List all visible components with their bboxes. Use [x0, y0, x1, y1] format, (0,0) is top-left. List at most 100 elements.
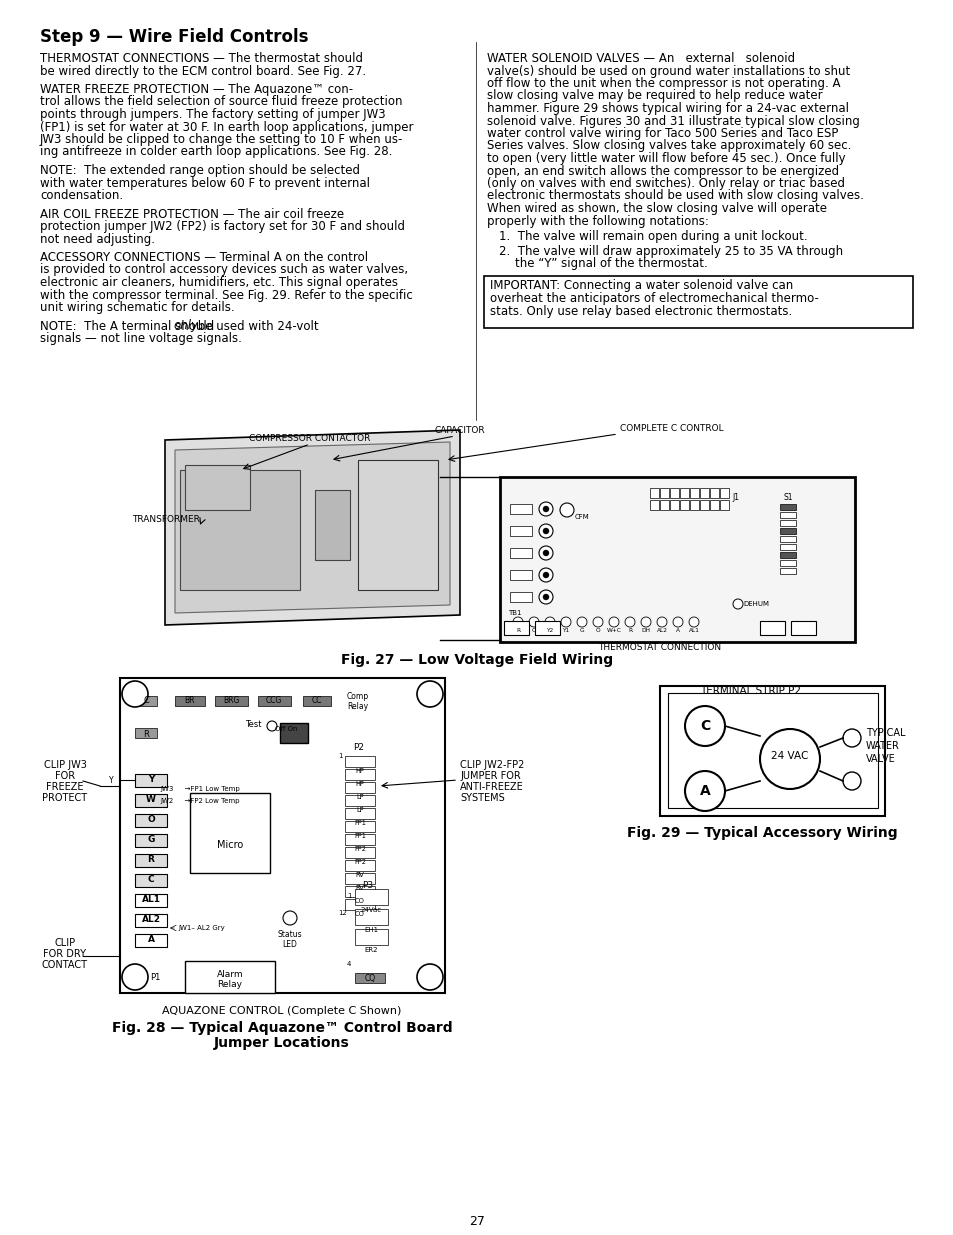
Text: TB1: TB1 [507, 610, 521, 616]
Bar [345, 899, 375, 910]
Text: TERMINAL STRIP P2: TERMINAL STRIP P2 [700, 685, 801, 697]
Bar [135, 794, 167, 806]
Text: DH: DH [640, 629, 650, 634]
Bar [345, 769, 375, 781]
Bar [345, 834, 375, 845]
Text: Alarm
Relay: Alarm Relay [216, 969, 243, 989]
Circle shape [560, 618, 571, 627]
Bar [345, 808, 375, 819]
Circle shape [608, 618, 618, 627]
Bar [180, 471, 299, 590]
Text: protection jumper JW2 (FP2) is factory set for 30 F and should: protection jumper JW2 (FP2) is factory s… [40, 220, 405, 233]
Bar [780, 536, 795, 542]
Circle shape [538, 501, 553, 516]
Polygon shape [165, 430, 459, 625]
Bar [535, 621, 559, 635]
Text: water control valve wiring for Taco 500 Series and Taco ESP: water control valve wiring for Taco 500 … [486, 127, 838, 140]
Bar [120, 678, 444, 993]
Text: Comp
Relay: Comp Relay [347, 692, 369, 711]
Bar [499, 477, 854, 642]
Circle shape [122, 965, 148, 990]
Text: solenoid valve. Figures 30 and 31 illustrate typical slow closing: solenoid valve. Figures 30 and 31 illust… [486, 115, 859, 127]
Text: S1: S1 [783, 493, 793, 501]
Text: TYPICAL: TYPICAL [865, 727, 904, 739]
Text: properly with the following notations:: properly with the following notations: [486, 215, 708, 227]
Bar [135, 834, 167, 847]
Bar [700, 500, 708, 510]
Bar [135, 934, 167, 947]
Circle shape [267, 721, 276, 731]
Text: AQUAZONE CONTROL (Complete C Shown): AQUAZONE CONTROL (Complete C Shown) [162, 1007, 401, 1016]
Text: C: C [532, 629, 536, 634]
Circle shape [559, 503, 574, 517]
Text: ing antifreeze in colder earth loop applications. See Fig. 28.: ing antifreeze in colder earth loop appl… [40, 146, 392, 158]
Text: 27: 27 [469, 1215, 484, 1228]
Bar [135, 814, 167, 827]
Text: CQ: CQ [364, 974, 375, 983]
Text: condensation.: condensation. [40, 189, 123, 203]
Text: When wired as shown, the slow closing valve will operate: When wired as shown, the slow closing va… [486, 203, 826, 215]
Text: only: only [173, 320, 198, 332]
Text: PROTECT: PROTECT [42, 793, 88, 803]
Text: WATER: WATER [865, 741, 899, 751]
Text: BR: BR [185, 697, 195, 705]
Text: Fig. 28 — Typical Aquazone™ Control Board: Fig. 28 — Typical Aquazone™ Control Boar… [112, 1021, 452, 1035]
Text: CO: CO [355, 898, 365, 904]
Text: (only on valves with end switches). Only relay or triac based: (only on valves with end switches). Only… [486, 177, 844, 190]
Bar [483, 275, 912, 327]
Bar [510, 571, 532, 580]
Bar [345, 860, 375, 871]
Text: ER2: ER2 [364, 947, 377, 953]
Text: RV: RV [355, 872, 364, 878]
Bar [345, 873, 375, 884]
Circle shape [842, 729, 861, 747]
Bar [355, 973, 385, 983]
Bar [135, 874, 167, 887]
Text: not need adjusting.: not need adjusting. [40, 232, 154, 246]
Text: 1.  The valve will remain open during a unit lockout.: 1. The valve will remain open during a u… [498, 230, 807, 243]
Bar [345, 782, 375, 793]
Text: BRG: BRG [223, 697, 239, 705]
Circle shape [542, 506, 548, 513]
Bar [790, 621, 815, 635]
Text: R: R [148, 855, 154, 864]
Text: ACCESSORY CONNECTIONS — Terminal A on the control: ACCESSORY CONNECTIONS — Terminal A on th… [40, 251, 368, 264]
Text: SYSTEMS: SYSTEMS [459, 793, 504, 803]
Bar [355, 909, 388, 925]
Circle shape [542, 572, 548, 578]
Text: J1: J1 [731, 493, 739, 501]
Text: the “Y” signal of the thermostat.: the “Y” signal of the thermostat. [515, 257, 707, 270]
Text: CONTACT: CONTACT [42, 960, 88, 969]
Bar [667, 693, 877, 808]
Text: electronic air cleaners, humidifiers, etc. This signal operates: electronic air cleaners, humidifiers, et… [40, 275, 397, 289]
Text: Status
LED: Status LED [277, 930, 302, 950]
Bar [355, 889, 388, 905]
Text: valve(s) should be used on ground water installations to shut: valve(s) should be used on ground water … [486, 64, 849, 78]
Text: JW3     →FP1 Low Temp: JW3 →FP1 Low Temp [160, 785, 239, 792]
Bar [659, 488, 668, 498]
Text: FP2: FP2 [354, 846, 366, 852]
Text: NOTE:  The extended range option should be selected: NOTE: The extended range option should b… [40, 164, 359, 177]
Bar [780, 559, 795, 566]
Bar [720, 500, 728, 510]
Bar [669, 488, 679, 498]
Circle shape [542, 529, 548, 534]
Text: P1: P1 [150, 973, 160, 982]
Circle shape [657, 618, 666, 627]
Text: Jumper Locations: Jumper Locations [213, 1036, 350, 1050]
Text: Fig. 27 — Low Voltage Field Wiring: Fig. 27 — Low Voltage Field Wiring [340, 653, 613, 667]
Text: CAPACITOR: CAPACITOR [435, 426, 485, 435]
Text: 12: 12 [337, 910, 347, 916]
Text: 2.  The valve will draw approximately 25 to 35 VA through: 2. The valve will draw approximately 25 … [498, 245, 842, 258]
Text: be wired directly to the ECM control board. See Fig. 27.: be wired directly to the ECM control boa… [40, 64, 366, 78]
Bar [345, 885, 375, 897]
Text: Step 9 — Wire Field Controls: Step 9 — Wire Field Controls [40, 28, 308, 46]
Text: R: R [627, 629, 632, 634]
Text: R: R [143, 730, 149, 739]
Text: FOR: FOR [55, 771, 75, 781]
Text: FP2: FP2 [354, 860, 366, 864]
Bar [257, 697, 291, 706]
Bar [679, 500, 688, 510]
Text: electronic thermostats should be used with slow closing valves.: electronic thermostats should be used wi… [486, 189, 863, 203]
Text: Off On: Off On [274, 726, 297, 732]
